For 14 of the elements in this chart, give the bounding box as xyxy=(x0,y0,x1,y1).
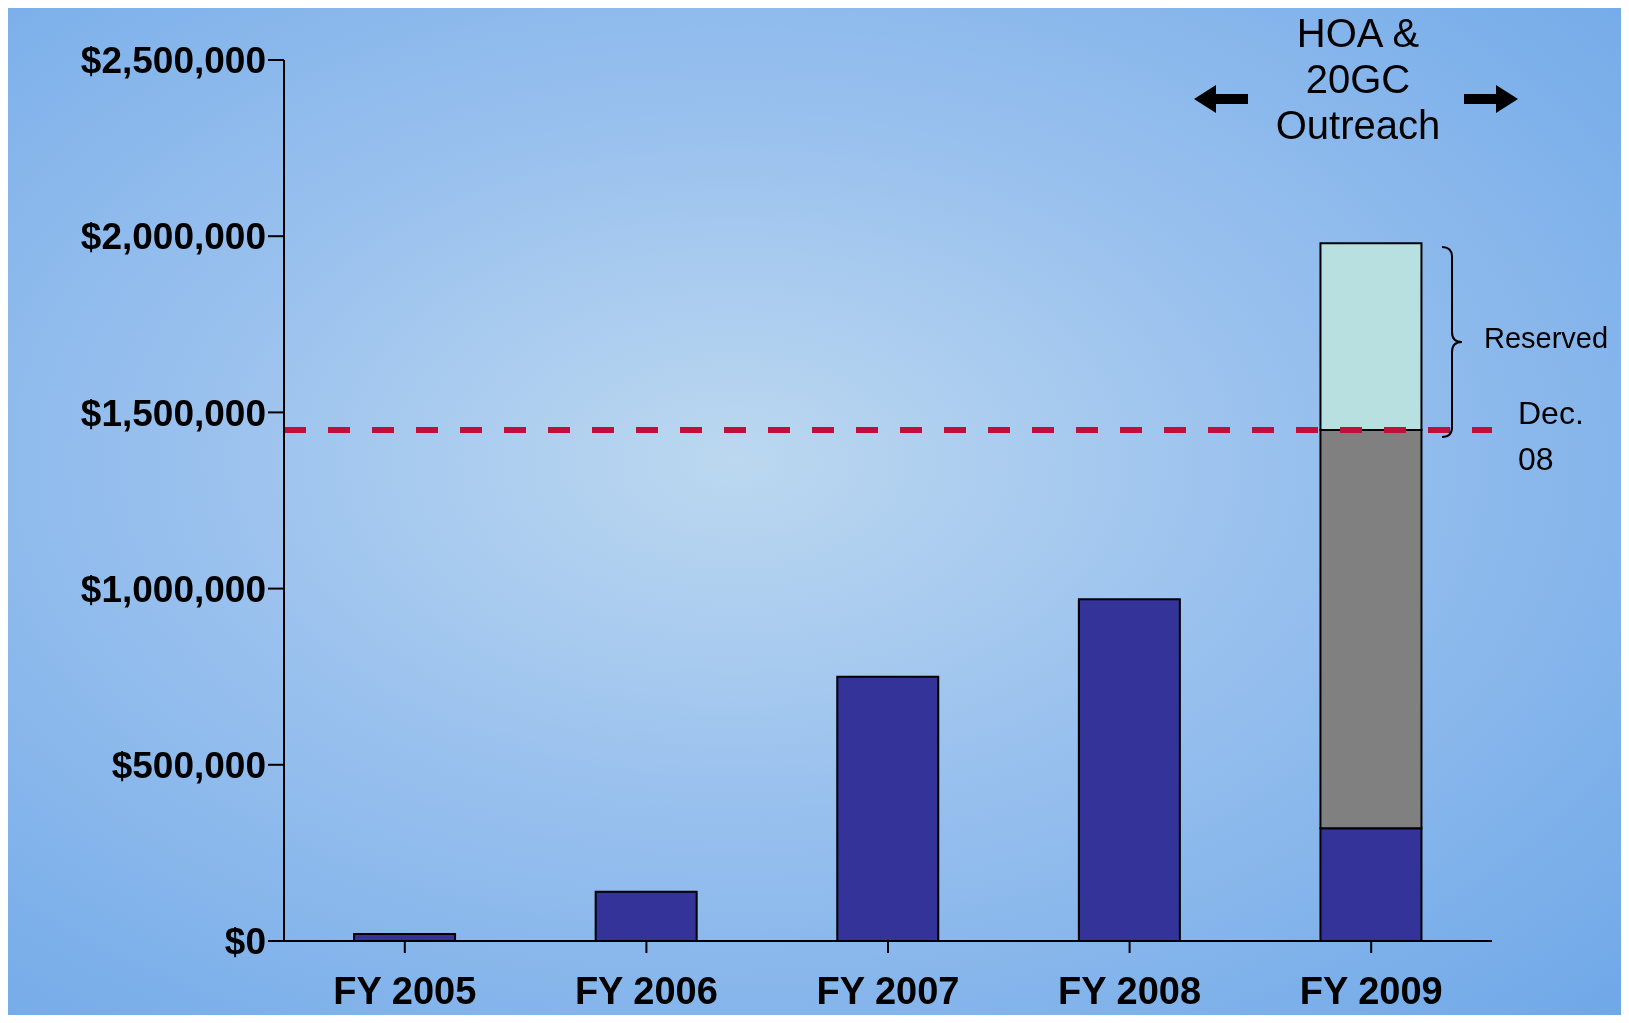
x-tick-label: FY 2005 xyxy=(333,969,477,1012)
y-tick-label: $1,000,000 xyxy=(80,568,266,610)
x-tick-label: FY 2007 xyxy=(816,969,960,1012)
annotation: HOA & 20GC Outreach xyxy=(1274,10,1442,148)
ref-line-label: Dec. 08 xyxy=(1518,395,1584,478)
y-tick-label: $0 xyxy=(224,921,266,963)
x-tick-label: FY 2006 xyxy=(574,969,718,1012)
y-tick-label: $2,500,000 xyxy=(80,40,266,82)
y-tick-label: $1,500,000 xyxy=(80,392,266,434)
x-tick-label: FY 2009 xyxy=(1299,969,1443,1012)
y-tick-label: $2,000,000 xyxy=(80,216,266,258)
annotation: Reserved xyxy=(1484,322,1609,355)
y-tick-label: $500,000 xyxy=(111,744,266,786)
x-tick-label: FY 2008 xyxy=(1058,969,1202,1012)
